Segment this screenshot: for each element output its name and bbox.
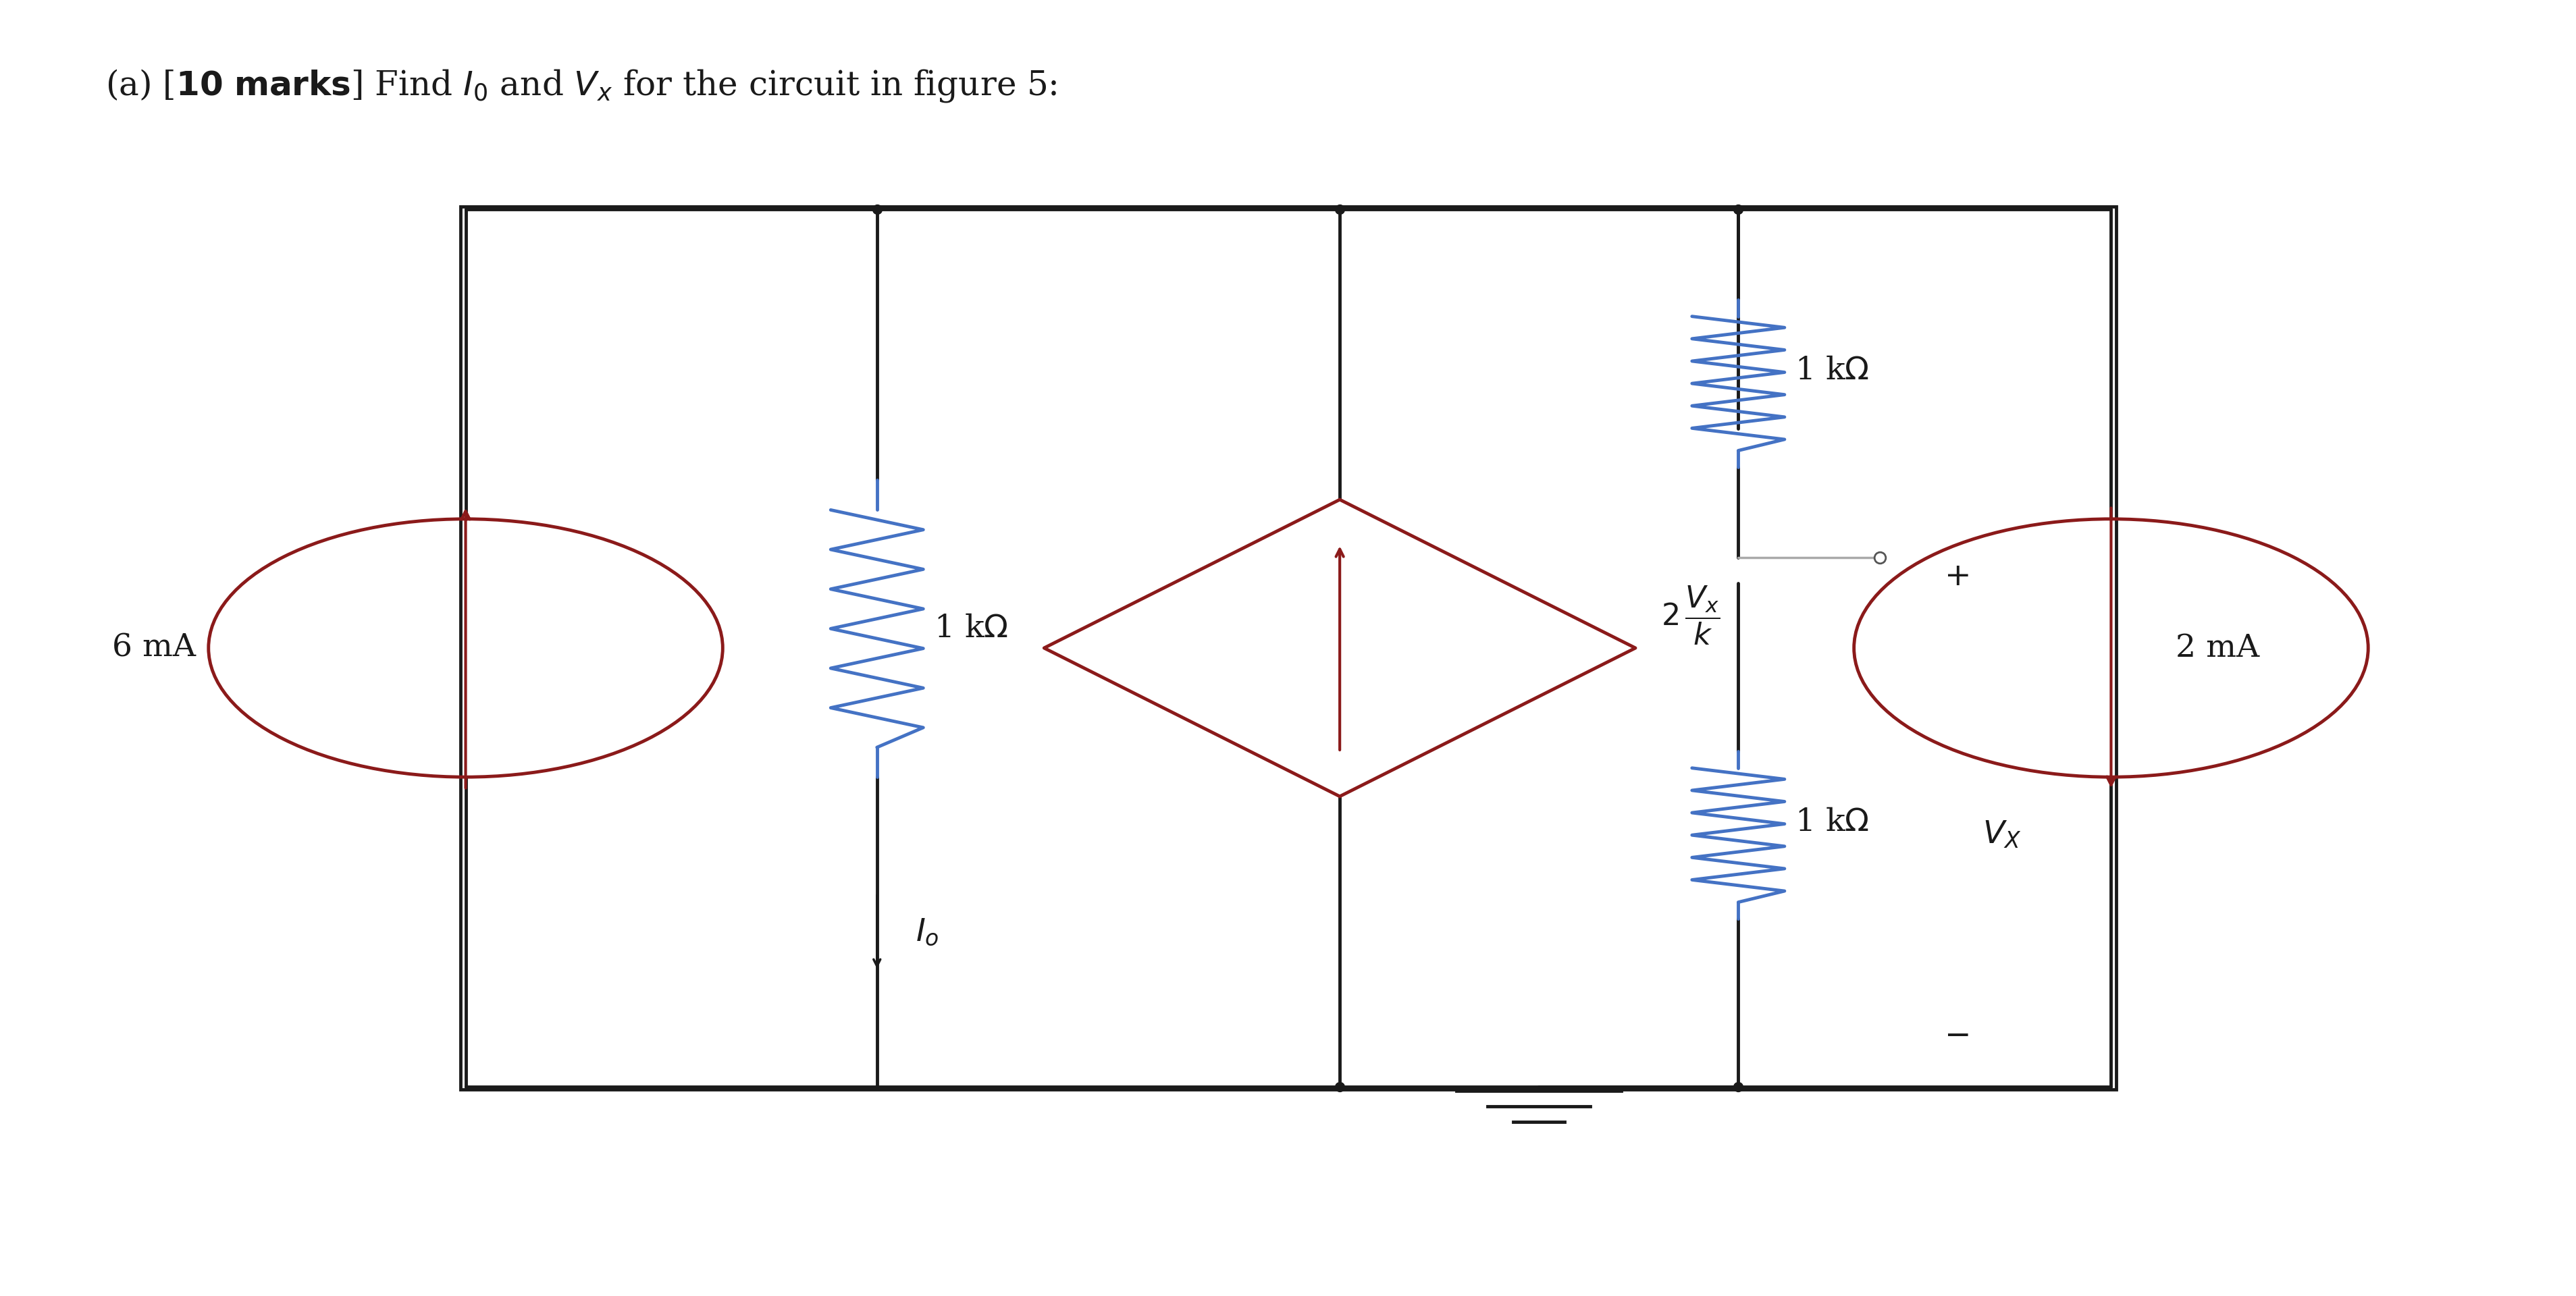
- Text: $2\,\dfrac{V_x}{k}$: $2\,\dfrac{V_x}{k}$: [1662, 584, 1721, 647]
- Text: $+$: $+$: [1942, 561, 1968, 592]
- Text: 2 mA: 2 mA: [2174, 632, 2259, 664]
- Text: (a) [$\bf{10\ marks}$] Find $I_0$ and $V_x$ for the circuit in figure 5:: (a) [$\bf{10\ marks}$] Find $I_0$ and $V…: [106, 67, 1056, 104]
- Text: $-$: $-$: [1942, 1020, 1968, 1050]
- Text: 1 k$\Omega$: 1 k$\Omega$: [1795, 355, 1868, 386]
- Text: 1 k$\Omega$: 1 k$\Omega$: [1795, 807, 1868, 837]
- Text: 1 k$\Omega$: 1 k$\Omega$: [933, 613, 1007, 644]
- Text: $I_o$: $I_o$: [914, 916, 938, 947]
- Text: 6 mA: 6 mA: [111, 632, 196, 664]
- Text: $V_X$: $V_X$: [1981, 820, 2020, 850]
